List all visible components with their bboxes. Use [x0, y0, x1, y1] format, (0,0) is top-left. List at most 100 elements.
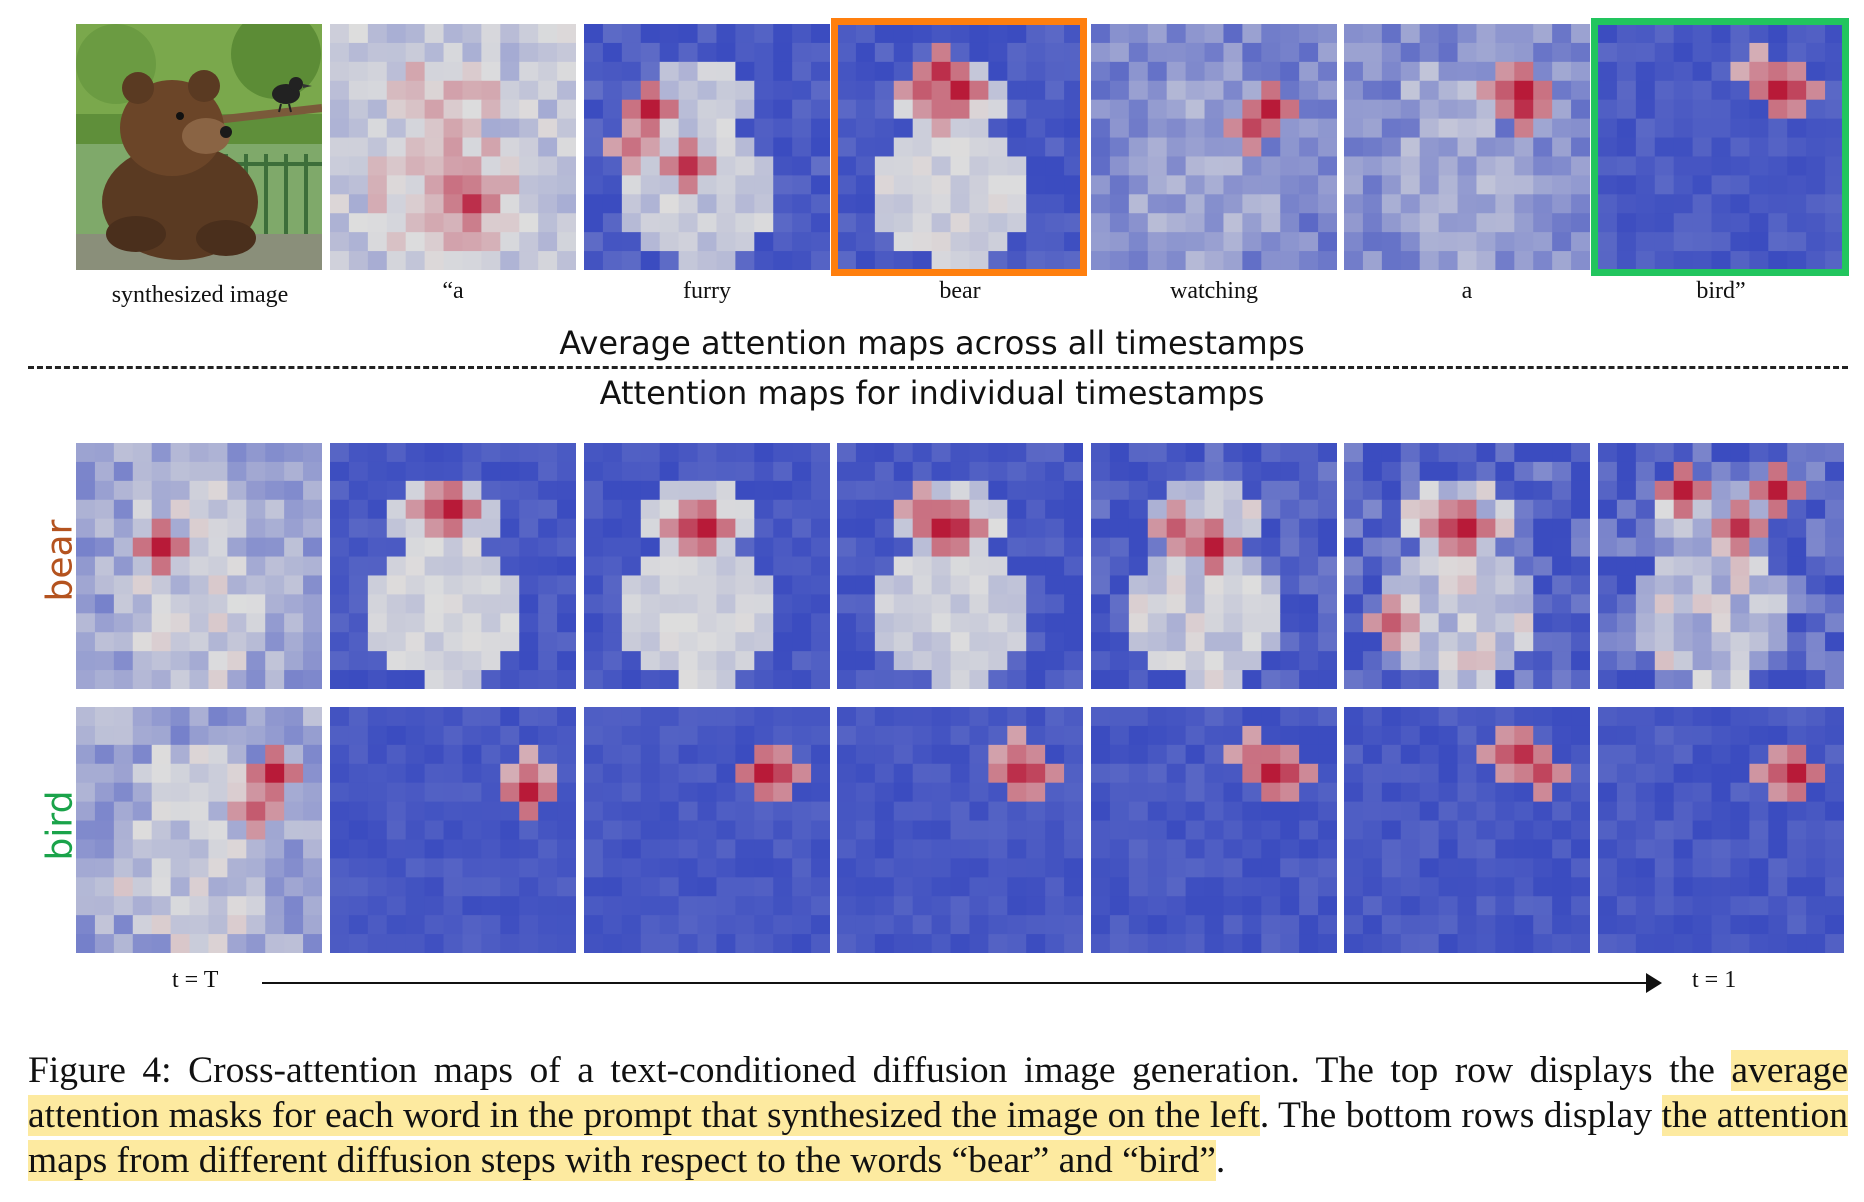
- heatmap-cell: [969, 782, 989, 803]
- heatmap-cell: [893, 24, 914, 44]
- heatmap-cell: [1261, 194, 1281, 214]
- heatmap-cell: [1749, 763, 1769, 784]
- heatmap-cell: [113, 839, 134, 859]
- heatmap-cell: [1654, 915, 1675, 935]
- heatmap-cell: [912, 42, 933, 63]
- heatmap-cell: [1026, 782, 1046, 803]
- heatmap-cell: [557, 877, 576, 897]
- heatmap-cell: [931, 232, 952, 252]
- heatmap-cell: [697, 707, 718, 727]
- heatmap-cell: [716, 934, 736, 953]
- heatmap-cell: [1419, 80, 1440, 101]
- heatmap-cell: [1571, 613, 1590, 633]
- heatmap-cell: [386, 175, 407, 195]
- heatmap-cell: [94, 518, 115, 539]
- heatmap-cell: [1673, 99, 1694, 120]
- heatmap-cell: [950, 575, 971, 595]
- heatmap-cell: [1261, 613, 1281, 633]
- heatmap-cell: [1400, 594, 1421, 614]
- heatmap-cell: [1261, 858, 1281, 878]
- heatmap-cell: [1185, 556, 1206, 577]
- heatmap-cell: [386, 99, 407, 120]
- heatmap-cell: [602, 443, 623, 463]
- heatmap-cell: [1223, 556, 1243, 577]
- heatmap-cell: [462, 670, 482, 689]
- heatmap-cell: [170, 613, 191, 633]
- heatmap-cell: [1362, 575, 1383, 595]
- heatmap-cell: [151, 518, 172, 539]
- heatmap-cell: [855, 858, 876, 878]
- heatmap-cell: [1635, 594, 1656, 614]
- heatmap-cell: [538, 80, 558, 101]
- heatmap-cell: [557, 99, 576, 120]
- heatmap-cell: [1128, 137, 1149, 158]
- heatmap-cell: [584, 934, 604, 953]
- heatmap-cell: [1806, 556, 1826, 577]
- heatmap-cell: [754, 670, 774, 689]
- heatmap-cell: [855, 24, 876, 44]
- heatmap-cell: [227, 896, 247, 916]
- heatmap-cell: [855, 137, 876, 158]
- heatmap-cell: [424, 934, 445, 953]
- heatmap-cell: [1514, 118, 1534, 139]
- heatmap-cell: [716, 839, 736, 859]
- heatmap-cell: [1091, 670, 1111, 689]
- heatmap-cell: [697, 896, 718, 916]
- heatmap-cell: [988, 763, 1008, 784]
- heatmap-cell: [405, 801, 426, 822]
- heatmap-cell: [716, 537, 736, 558]
- heatmap-cell: [330, 651, 350, 671]
- bear-step-2: [330, 443, 576, 689]
- heatmap-cell: [697, 42, 718, 63]
- heatmap-cell: [1242, 877, 1262, 897]
- heatmap-cell: [1552, 443, 1572, 463]
- heatmap-cell: [303, 556, 322, 577]
- heatmap-cell: [189, 782, 210, 803]
- heatmap-cell: [969, 801, 989, 822]
- heatmap-cell: [1147, 461, 1168, 482]
- heatmap-cell: [1749, 213, 1769, 233]
- heatmap-cell: [773, 80, 793, 101]
- heatmap-cell: [1787, 820, 1807, 841]
- heatmap-cell: [246, 820, 266, 841]
- heatmap-cell: [1749, 707, 1769, 727]
- heatmap-cell: [1806, 915, 1826, 935]
- heatmap-cell: [678, 744, 699, 765]
- heatmap-cell: [1476, 137, 1496, 158]
- heatmap-cell: [697, 443, 718, 463]
- heatmap-cell: [1091, 915, 1111, 935]
- heatmap-cell: [792, 613, 812, 633]
- heatmap-cell: [348, 801, 369, 822]
- heatmap-cell: [1091, 934, 1111, 953]
- heatmap-cell: [170, 896, 191, 916]
- heatmap-cell: [837, 575, 857, 595]
- heatmap-cell: [1007, 858, 1027, 878]
- heatmap-cell: [1400, 118, 1421, 139]
- heatmap-cell: [1787, 461, 1807, 482]
- heatmap-cell: [1616, 518, 1637, 539]
- heatmap-cell: [1400, 896, 1421, 916]
- heatmap-cell: [94, 725, 115, 746]
- heatmap-cell: [1635, 42, 1656, 63]
- heatmap-cell: [330, 575, 350, 595]
- heatmap-cell: [284, 499, 304, 520]
- heatmap-cell: [94, 613, 115, 633]
- heatmap-cell: [1692, 194, 1713, 214]
- heatmap-cell: [811, 915, 830, 935]
- heatmap-cell: [94, 820, 115, 841]
- heatmap-cell: [1825, 820, 1844, 841]
- heatmap-cell: [1185, 707, 1206, 727]
- heatmap-cell: [1457, 575, 1478, 595]
- heatmap-cell: [1166, 651, 1187, 671]
- heading-average: Average attention maps across all timest…: [559, 324, 1305, 362]
- heatmap-cell: [462, 24, 482, 44]
- heatmap-cell: [754, 707, 774, 727]
- heatmap-cell: [303, 707, 322, 727]
- heatmap-cell: [284, 744, 304, 765]
- heatmap-cell: [931, 213, 952, 233]
- heatmap-cell: [1344, 839, 1364, 859]
- heatmap-cell: [988, 556, 1008, 577]
- heatmap-cell: [1654, 858, 1675, 878]
- time-arrow-line: [262, 982, 1652, 984]
- heatmap-cell: [1692, 725, 1713, 746]
